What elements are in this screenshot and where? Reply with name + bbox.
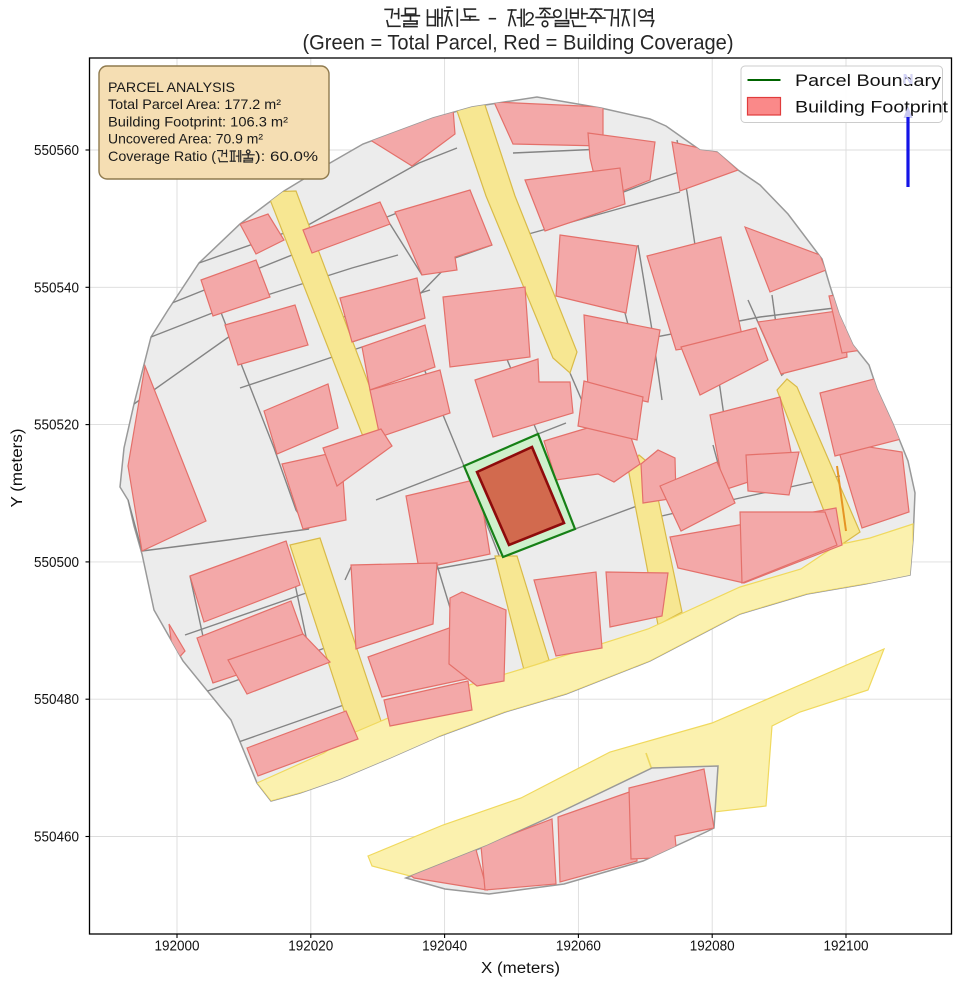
svg-text:550500: 550500 bbox=[34, 555, 79, 571]
svg-text:2: 2 bbox=[524, 9, 535, 31]
svg-text:(Green = Total Parcel, Red = B: (Green = Total Parcel, Red = Building Co… bbox=[303, 32, 734, 55]
svg-text:): 60.0%: ): 60.0% bbox=[255, 148, 318, 164]
svg-text:Parcel Boundary: Parcel Boundary bbox=[795, 71, 942, 90]
svg-text:Total Parcel Area: 177.2 m²: Total Parcel Area: 177.2 m² bbox=[108, 96, 281, 112]
svg-text:Coverage Ratio (: Coverage Ratio ( bbox=[108, 148, 216, 164]
svg-text:192100: 192100 bbox=[824, 939, 869, 955]
svg-text:Building Footprint: Building Footprint bbox=[795, 98, 948, 117]
svg-text:Uncovered Area: 70.9 m²: Uncovered Area: 70.9 m² bbox=[108, 131, 263, 147]
svg-text:550520: 550520 bbox=[34, 418, 79, 434]
svg-text:550480: 550480 bbox=[34, 692, 79, 708]
svg-text:Y (meters): Y (meters) bbox=[9, 429, 26, 508]
svg-text:192040: 192040 bbox=[422, 939, 467, 955]
svg-text:550560: 550560 bbox=[34, 143, 79, 159]
svg-text:N: N bbox=[903, 71, 914, 88]
svg-text:192000: 192000 bbox=[155, 939, 200, 955]
svg-text:PARCEL ANALYSIS: PARCEL ANALYSIS bbox=[108, 79, 235, 95]
svg-text:192020: 192020 bbox=[288, 939, 333, 955]
svg-text:192080: 192080 bbox=[690, 939, 735, 955]
svg-text:550460: 550460 bbox=[34, 830, 79, 846]
svg-text:Building Footprint: 106.3 m²: Building Footprint: 106.3 m² bbox=[108, 113, 288, 129]
svg-text:550540: 550540 bbox=[34, 280, 79, 296]
svg-text:192060: 192060 bbox=[556, 939, 601, 955]
svg-text:X (meters): X (meters) bbox=[481, 960, 560, 977]
